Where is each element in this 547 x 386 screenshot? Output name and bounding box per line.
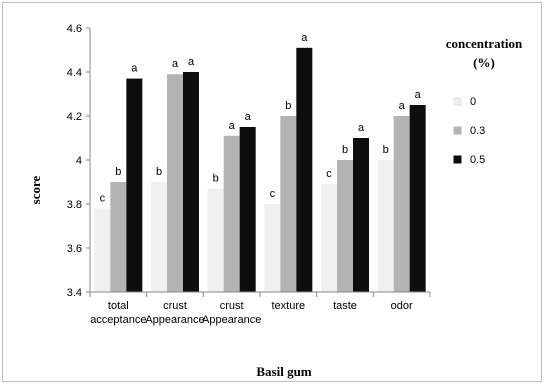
y-tick-label: 3.8 bbox=[67, 199, 82, 211]
significance-letter: a bbox=[172, 58, 179, 70]
significance-letter: b bbox=[383, 144, 389, 156]
significance-letter: a bbox=[358, 122, 365, 134]
bar bbox=[94, 208, 111, 292]
y-tick-label: 4.2 bbox=[67, 111, 82, 123]
legend-items: 0 0.3 0.5 bbox=[453, 96, 485, 166]
bar bbox=[264, 204, 281, 292]
significance-letter: a bbox=[415, 89, 422, 101]
x-category-label: Appearance bbox=[145, 314, 204, 326]
significance-letter: a bbox=[229, 120, 236, 132]
significance-letter: c bbox=[326, 168, 332, 180]
bar bbox=[296, 47, 313, 292]
significance-letter: b bbox=[156, 166, 162, 178]
significance-letter: a bbox=[245, 111, 252, 123]
bar bbox=[337, 160, 353, 292]
y-tick-label: 4 bbox=[76, 155, 82, 167]
bar bbox=[409, 105, 426, 292]
y-tick-label: 3.6 bbox=[67, 243, 82, 255]
legend: concentration (%) 0 0.3 0.5 bbox=[446, 36, 523, 166]
bar bbox=[110, 182, 127, 292]
bar bbox=[126, 78, 143, 292]
x-category-label: Appearance bbox=[202, 314, 261, 326]
bar bbox=[207, 188, 224, 292]
significance-letter: b bbox=[285, 100, 291, 112]
bars bbox=[94, 47, 426, 292]
legend-swatch bbox=[453, 97, 462, 106]
legend-title-line2: (%) bbox=[473, 55, 495, 70]
bar bbox=[151, 182, 167, 292]
bar bbox=[239, 127, 256, 292]
y-tick-label: 3.4 bbox=[67, 287, 82, 299]
bar bbox=[377, 160, 394, 292]
significance-letter: c bbox=[100, 192, 106, 204]
legend-title-line1: concentration bbox=[446, 36, 523, 51]
significance-letter: a bbox=[131, 63, 138, 75]
x-axis-categories: total acceptance crust Appearance crust Appea… bbox=[89, 292, 431, 326]
bar bbox=[393, 116, 410, 292]
significance-letter: a bbox=[301, 32, 308, 44]
legend-label: 0 bbox=[470, 96, 476, 108]
significance-letter: b bbox=[115, 166, 121, 178]
bar bbox=[321, 184, 337, 292]
bar bbox=[280, 116, 297, 292]
significance-letter: c bbox=[270, 188, 276, 200]
x-category-label: acceptance bbox=[90, 314, 146, 326]
x-category-label: crust bbox=[220, 300, 244, 312]
y-axis-ticks: 3.4 3.6 3.8 4 4.2 4.4 4.6 bbox=[67, 23, 90, 299]
legend-label: 0.3 bbox=[470, 125, 485, 137]
legend-swatch bbox=[453, 126, 462, 135]
significance-letter: a bbox=[188, 56, 195, 68]
y-axis-title: score bbox=[28, 175, 43, 204]
bar bbox=[353, 138, 369, 292]
legend-swatch bbox=[453, 155, 462, 164]
x-axis-title: Basil gum bbox=[256, 364, 311, 379]
significance-letter: a bbox=[399, 100, 406, 112]
x-category-label: crust bbox=[163, 300, 187, 312]
significance-letter: b bbox=[342, 144, 348, 156]
bar bbox=[183, 72, 199, 292]
bar bbox=[223, 135, 240, 292]
x-category-label: taste bbox=[333, 300, 357, 312]
x-category-label: odor bbox=[391, 300, 413, 312]
chart-frame bbox=[2, 2, 542, 382]
y-tick-label: 4.4 bbox=[67, 67, 82, 79]
y-tick-label: 4.6 bbox=[67, 23, 82, 35]
significance-letter: b bbox=[213, 173, 219, 185]
legend-label: 0.5 bbox=[470, 154, 485, 166]
x-category-label: texture bbox=[272, 300, 306, 312]
bar bbox=[167, 74, 183, 292]
x-category-label: total bbox=[108, 300, 129, 312]
